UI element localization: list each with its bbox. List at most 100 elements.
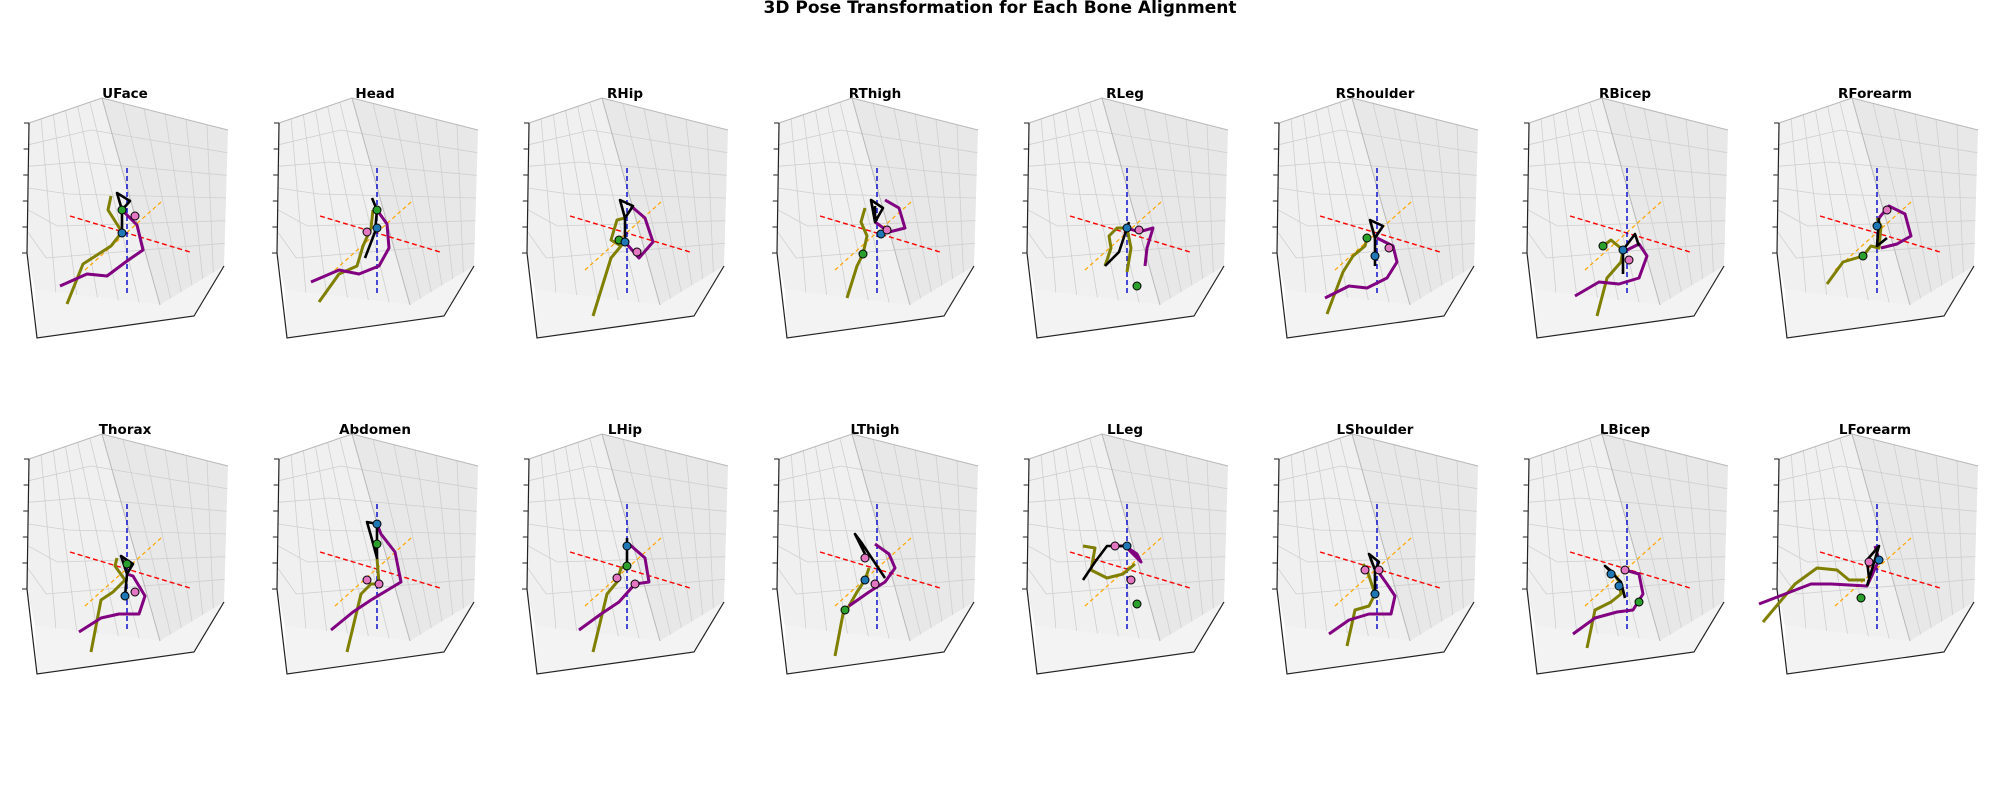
x-axis-line — [319, 215, 441, 253]
grid-line — [1552, 450, 1578, 632]
grid-line — [839, 102, 890, 303]
grid-line — [1872, 103, 1922, 299]
grid-line — [790, 118, 807, 293]
panel-title: LBicep — [1600, 422, 1651, 438]
grid-line — [565, 446, 598, 634]
torso — [1621, 232, 1641, 274]
joint-marker-green — [622, 561, 632, 571]
grid-line — [1278, 465, 1478, 490]
grid-line — [1052, 114, 1078, 296]
y-axis-line — [584, 201, 662, 271]
joint-marker-green — [1858, 251, 1868, 261]
grid-line — [1028, 161, 1227, 176]
gridlines — [1776, 102, 1978, 303]
grid-line — [27, 209, 226, 227]
grid-line — [1089, 102, 1140, 303]
panel-title: LForearm — [1839, 422, 1911, 438]
panel-rshoulder: RShoulder — [1272, 86, 1479, 339]
grid-line — [1527, 523, 1727, 535]
box-edge — [1601, 433, 1661, 642]
gridlines — [776, 102, 978, 303]
right-limbs — [317, 209, 375, 303]
grid-line — [1839, 438, 1890, 639]
joint-marker-blue — [860, 575, 870, 585]
grid-line — [28, 465, 228, 490]
grid-line — [65, 110, 98, 298]
grid-line — [1827, 106, 1869, 301]
y-axis-line — [1834, 201, 1912, 271]
box-edge — [1101, 433, 1161, 642]
grid-line — [277, 187, 477, 199]
joint-marker-pink — [870, 579, 880, 589]
grid-line — [1815, 446, 1848, 634]
left-limbs — [1572, 568, 1645, 636]
left-limbs — [330, 523, 403, 632]
joint-marker-blue — [1614, 581, 1624, 591]
left-limbs — [78, 572, 147, 634]
panel-uface: UFace — [22, 86, 229, 339]
grid-line — [1278, 129, 1478, 154]
floor-pane — [785, 602, 974, 674]
joint-marker-green — [1856, 593, 1866, 603]
panel-lbicep: LBicep — [1522, 422, 1729, 675]
grid-line — [27, 523, 227, 535]
grid-line — [1277, 187, 1477, 199]
grid-line — [526, 231, 725, 259]
joint-marker-blue — [120, 591, 130, 601]
grid-line — [164, 449, 193, 622]
gridlines — [1526, 102, 1728, 303]
grid-line — [1393, 444, 1432, 629]
grid-line — [777, 209, 976, 227]
x-axis-line — [819, 551, 941, 589]
joint-marker-blue — [622, 541, 632, 551]
grid-line — [1290, 454, 1307, 629]
z-axis-frame — [276, 122, 280, 254]
grid-line — [1302, 450, 1328, 632]
z-axis-frame — [526, 122, 530, 254]
back-pane — [1352, 98, 1478, 305]
back-pane — [1102, 98, 1228, 305]
joint-marker-blue — [372, 519, 382, 529]
right-limbs — [65, 195, 124, 305]
grid-line — [872, 103, 922, 299]
joint-marker-blue — [1874, 555, 1884, 565]
floor-frame — [1526, 588, 1725, 675]
grid-line — [277, 209, 476, 227]
z-axis-frame — [776, 122, 780, 254]
floor-frame — [276, 252, 475, 339]
joint-marker-pink — [130, 587, 140, 597]
joint-marker-pink — [362, 575, 372, 585]
grid-line — [827, 442, 869, 637]
z-axis-frame — [1776, 122, 1780, 254]
grid-line — [914, 449, 943, 622]
grid-line — [27, 545, 226, 563]
x-axis-line — [569, 215, 691, 253]
grid-line — [28, 129, 228, 154]
grid-line — [1776, 567, 1975, 595]
grid-line — [327, 106, 369, 301]
joint-marker-blue — [1122, 541, 1132, 551]
grid-line — [777, 545, 976, 563]
grid-line — [89, 102, 140, 303]
grid-line — [528, 129, 728, 154]
grid-line — [1052, 450, 1078, 632]
joint-marker-blue — [1370, 589, 1380, 599]
joint-marker-green — [1598, 241, 1608, 251]
joint-marker-green — [1132, 599, 1142, 609]
grid-line — [1027, 187, 1227, 199]
z-axis-frame — [776, 458, 780, 590]
grid-line — [1026, 231, 1225, 259]
grid-line — [1527, 187, 1727, 199]
grid-line — [1372, 103, 1422, 299]
box-edge — [1601, 97, 1661, 306]
grid-line — [1027, 209, 1226, 227]
grid-line — [414, 449, 443, 622]
grid-line — [302, 450, 328, 632]
joint-marker-green — [372, 539, 382, 549]
grid-line — [815, 446, 848, 634]
gridlines — [1026, 438, 1228, 639]
joint-marker-pink — [1864, 557, 1874, 567]
panel-head: Head — [272, 86, 479, 339]
joint-marker-blue — [117, 228, 127, 238]
